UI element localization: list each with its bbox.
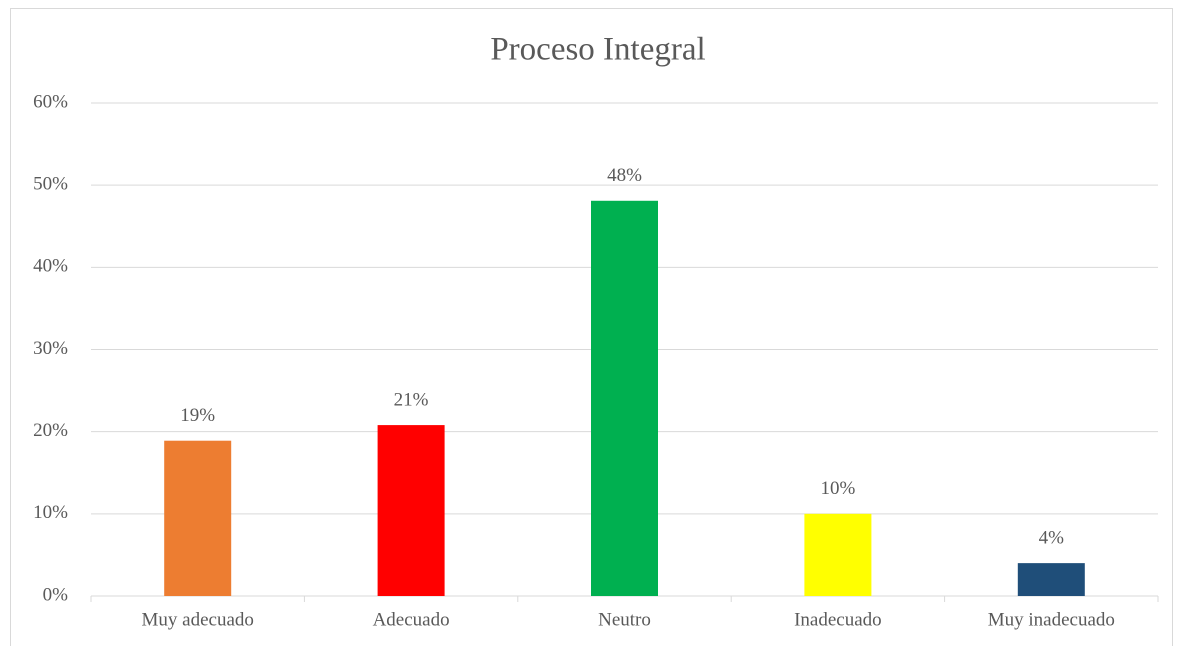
y-tick-label: 0% bbox=[43, 584, 69, 605]
bar bbox=[591, 200, 658, 597]
data-label: 4% bbox=[1039, 527, 1065, 548]
y-tick-label: 40% bbox=[33, 256, 68, 277]
data-label: 48% bbox=[607, 165, 642, 186]
data-label: 21% bbox=[394, 389, 429, 410]
y-tick-label: 60% bbox=[33, 91, 68, 112]
data-label: 19% bbox=[180, 405, 215, 426]
y-tick-label: 10% bbox=[33, 502, 68, 523]
x-tick-label: Neutro bbox=[598, 609, 651, 630]
y-tick-label: 20% bbox=[33, 420, 68, 441]
bar bbox=[164, 440, 232, 596]
x-tick-label: Muy adecuado bbox=[142, 609, 254, 630]
y-tick-label: 50% bbox=[33, 174, 68, 195]
bar bbox=[1017, 563, 1085, 596]
data-label: 10% bbox=[820, 478, 855, 499]
chart-title: Proceso Integral bbox=[490, 32, 705, 68]
x-tick-label: Inadecuado bbox=[794, 609, 882, 630]
x-tick-label: Adecuado bbox=[373, 609, 450, 630]
bar bbox=[804, 513, 872, 596]
bar bbox=[377, 425, 445, 596]
x-tick-label: Muy inadecuado bbox=[988, 609, 1115, 630]
y-tick-label: 30% bbox=[33, 338, 68, 359]
